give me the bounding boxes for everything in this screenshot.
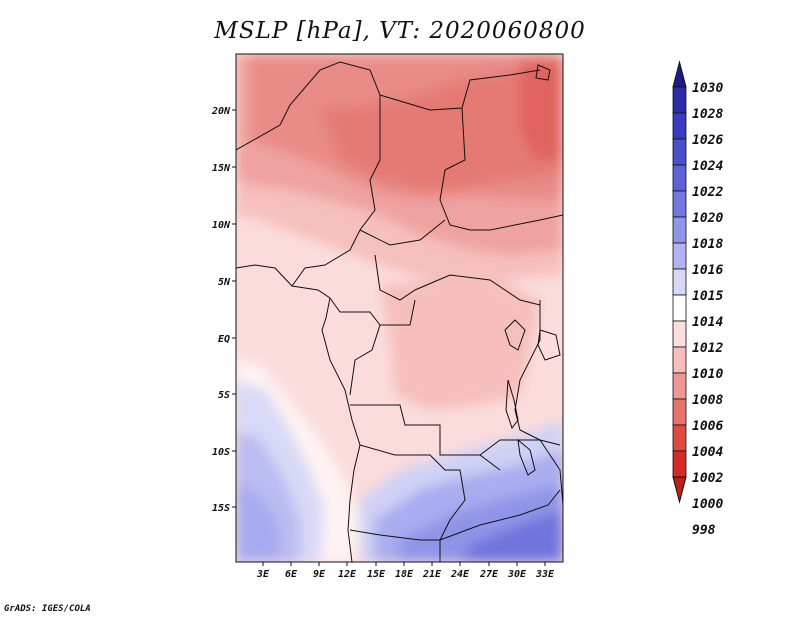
colorbar-level-label: 1020 (692, 211, 723, 226)
latitude-axis (232, 109, 236, 508)
colorbar-swatch (672, 190, 687, 218)
colorbar-level-label: 1016 (692, 263, 723, 278)
colorbar-level-label: 1014 (692, 315, 723, 330)
lon-label: 15E (367, 569, 386, 580)
colorbar-level-label: 1022 (692, 185, 723, 200)
lon-label: 6E (285, 569, 298, 580)
longitude-axis (262, 562, 546, 566)
lat-label: 5S (218, 390, 230, 401)
grads-credit: GrADS: IGES/COLA (4, 604, 91, 614)
colorbar-level-label: 1028 (692, 107, 723, 122)
colorbar-level-label: 1015 (692, 289, 723, 304)
lat-label: 10S (212, 447, 230, 458)
lon-label: 24E (450, 569, 470, 580)
lon-label: 18E (395, 569, 414, 580)
colorbar-swatch (672, 398, 687, 426)
lon-label: 27E (479, 569, 499, 580)
colorbar-swatch (672, 86, 687, 114)
colorbar-level-label: 998 (692, 523, 716, 538)
colorbar-level-label: 1024 (692, 159, 723, 174)
lon-label: 9E (313, 569, 326, 580)
colorbar-swatch (672, 294, 687, 322)
colorbar-swatch (672, 216, 687, 244)
colorbar (672, 60, 687, 504)
lat-label: 10N (212, 220, 231, 231)
colorbar-level-label: 1008 (692, 393, 723, 408)
colorbar-level-label: 1018 (692, 237, 723, 252)
colorbar-swatch (672, 320, 687, 348)
country-borders (236, 61, 563, 562)
colorbar-swatch (672, 346, 687, 374)
colorbar-swatch (672, 242, 687, 270)
colorbar-level-label: 1004 (692, 445, 723, 460)
colorbar-level-label: 1030 (692, 81, 723, 96)
lat-label: 5N (218, 277, 231, 288)
lat-label: EQ (218, 334, 230, 345)
pressure-field (236, 54, 563, 562)
lon-label: 12E (338, 569, 357, 580)
lon-label: 21E (422, 569, 442, 580)
colorbar-level-label: 1026 (692, 133, 723, 148)
lat-label: 15N (212, 163, 231, 174)
lon-label: 33E (535, 569, 555, 580)
colorbar-swatch (672, 372, 687, 400)
colorbar-level-label: 1002 (692, 471, 723, 486)
map-frame (235, 53, 564, 563)
colorbar-swatch (672, 164, 687, 192)
colorbar-swatch (672, 424, 687, 452)
colorbar-labels: 1030 1028 1026 1024 1022 1020 1018 1016 1015 1014… (692, 81, 723, 538)
colorbar-swatch (672, 450, 687, 478)
colorbar-max-arrow (672, 60, 687, 88)
colorbar-min-arrow (672, 476, 687, 504)
colorbar-level-label: 1010 (692, 367, 723, 382)
colorbar-level-label: 1000 (692, 497, 723, 512)
lat-label: 15S (212, 503, 230, 514)
colorbar-swatch (672, 138, 687, 166)
lat-label: 20N (211, 106, 231, 117)
lon-label: 3E (256, 569, 270, 580)
lon-label: 30E (507, 569, 527, 580)
colorbar-swatch (672, 112, 687, 140)
colorbar-swatch (672, 268, 687, 296)
map-title: MSLP [hPa], VT: 2020060800 (214, 18, 586, 44)
colorbar-level-label: 1006 (692, 419, 723, 434)
colorbar-level-label: 1012 (692, 341, 723, 356)
